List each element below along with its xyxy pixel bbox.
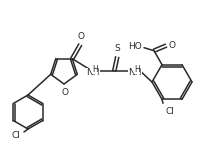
Text: NH: NH bbox=[128, 68, 142, 77]
Text: H: H bbox=[134, 65, 140, 74]
Text: O: O bbox=[169, 41, 176, 50]
Text: HO: HO bbox=[128, 42, 142, 51]
Text: O: O bbox=[78, 32, 85, 41]
Text: Cl: Cl bbox=[11, 130, 20, 140]
Text: H: H bbox=[92, 65, 98, 74]
Text: O: O bbox=[62, 88, 69, 97]
Text: S: S bbox=[114, 44, 120, 53]
Text: NH: NH bbox=[86, 68, 100, 77]
Text: Cl: Cl bbox=[166, 107, 175, 116]
